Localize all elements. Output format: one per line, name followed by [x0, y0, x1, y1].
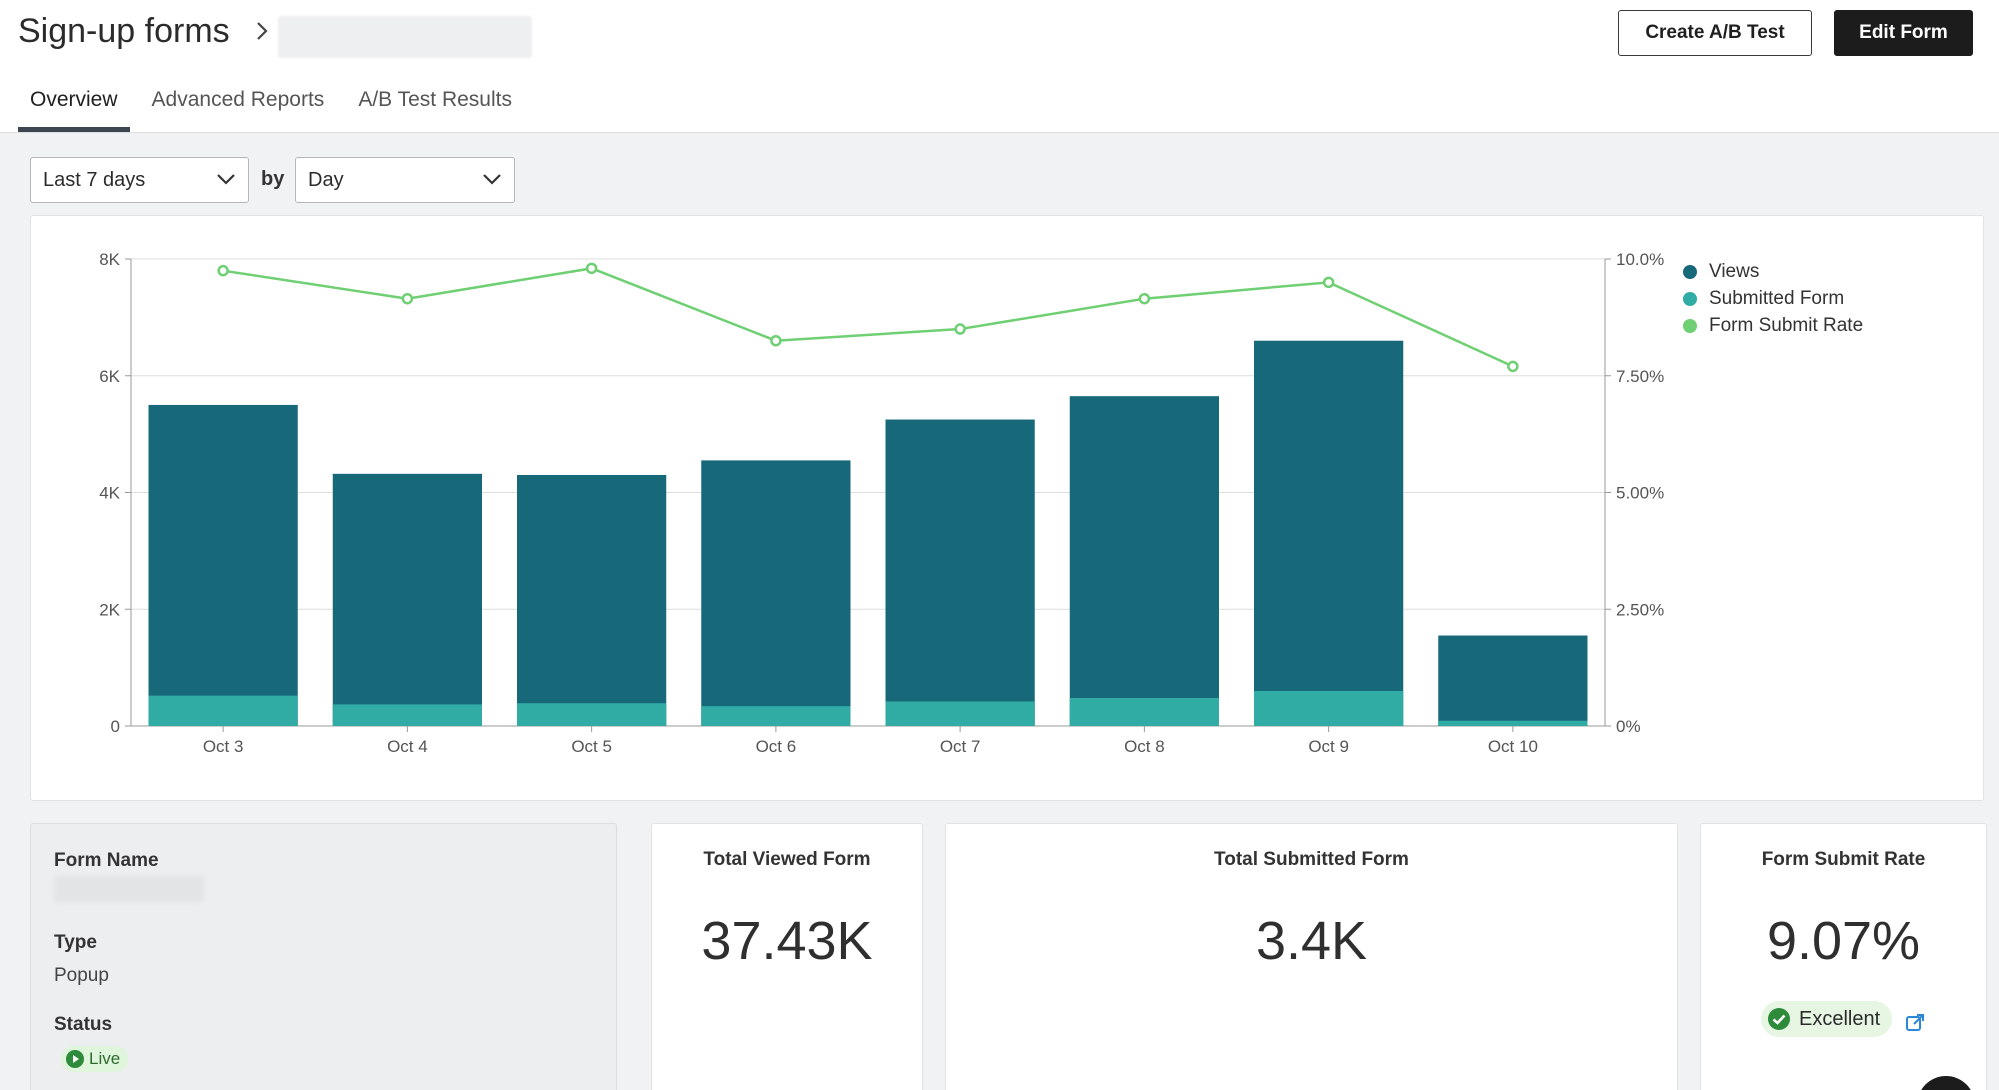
chart-card: 0 2K 4K 6K 8K 0% 2.50% 5.00% 7.50% 10.0% Oct 3 Oct … [30, 215, 1984, 801]
chevron-down-icon [217, 174, 235, 185]
rate-point [401, 292, 414, 305]
bar-views [885, 419, 1035, 726]
create-ab-test-button[interactable]: Create A/B Test [1618, 10, 1812, 56]
bar-submitted [1254, 690, 1404, 726]
legend-item-submitted[interactable]: Submitted Form [1683, 285, 1863, 312]
chart-legend: Views Submitted Form Form Submit Rate [1683, 258, 1863, 339]
y-right-tick-label: 5.00% [1616, 484, 1664, 503]
y-right-tick-label: 10.0% [1616, 250, 1664, 269]
total-submitted-card: Total Submitted Form 3.4K [945, 823, 1678, 1090]
x-tick-label: Oct 9 [1308, 737, 1349, 756]
total-viewed-label: Total Viewed Form [703, 849, 871, 870]
legend-item-views[interactable]: Views [1683, 258, 1863, 285]
legend-label: Submitted Form [1709, 287, 1845, 309]
rate-point [954, 323, 966, 335]
tab-ab-test-results[interactable]: A/B Test Results [358, 88, 512, 111]
submit-rate-label: Form Submit Rate [1761, 849, 1926, 870]
bar-views [148, 404, 298, 726]
external-link-icon[interactable] [1905, 1013, 1925, 1033]
submit-rate-card: Form Submit Rate 9.07% Excellent [1700, 823, 1987, 1090]
legend-dot-rate [1683, 318, 1697, 333]
status-label: Status [54, 1014, 113, 1035]
views-submissions-chart: 0 2K 4K 6K 8K 0% 2.50% 5.00% 7.50% 10.0% Oct 3 Oct … [99, 250, 1664, 756]
play-icon [66, 1050, 84, 1068]
bar-views [1438, 635, 1588, 726]
chevron-down-icon [483, 174, 501, 185]
tab-overview[interactable]: Overview [18, 86, 130, 132]
x-tick-label: Oct 4 [387, 737, 428, 756]
y-right-tick-label: 7.50% [1616, 367, 1664, 386]
y-left-tick-label: 8K [99, 250, 120, 269]
total-viewed-card: Total Viewed Form 37.43K [651, 823, 923, 1090]
rate-point [1138, 292, 1151, 305]
legend-label: Views [1709, 260, 1760, 282]
granularity-select[interactable]: Day [295, 157, 515, 203]
y-left-tick-label: 0 [111, 717, 120, 736]
by-label: by [261, 168, 285, 190]
rating-badge: Excellent [1761, 1001, 1893, 1037]
bar-views [1069, 396, 1219, 726]
type-label: Type [54, 932, 97, 953]
bar-submitted [1438, 720, 1588, 726]
bar-views [1254, 340, 1404, 726]
y-left-tick-label: 2K [99, 600, 120, 619]
total-submitted-label: Total Submitted Form [1214, 849, 1409, 870]
edit-form-button[interactable]: Edit Form [1834, 10, 1973, 56]
form-name-label: Form Name [54, 850, 159, 871]
check-circle-icon [1768, 1008, 1790, 1030]
bar-views [517, 474, 667, 726]
y-right-tick-label: 2.50% [1616, 600, 1664, 619]
help-chat-button[interactable] [1917, 1076, 1975, 1090]
bar-submitted [701, 706, 851, 726]
bar-submitted [1069, 697, 1219, 726]
date-range-select[interactable]: Last 7 days [30, 157, 249, 203]
total-viewed-value: 37.43K [701, 911, 873, 971]
status-value: Live [89, 1049, 121, 1068]
x-tick-label: Oct 3 [203, 737, 244, 756]
chevron-right-icon [257, 22, 268, 40]
submit-rate-value: 9.07% [1766, 911, 1921, 971]
legend-dot-views [1683, 264, 1697, 279]
date-range-value: Last 7 days [43, 168, 146, 191]
form-info-card: Form Name Type Popup Status Live [30, 823, 617, 1090]
bar-submitted [885, 701, 1035, 726]
rate-point [1322, 276, 1335, 289]
top-bar: Sign-up forms Create A/B Test Edit Form … [0, 0, 1999, 133]
rate-line [222, 267, 1514, 368]
y-left-tick-label: 6K [99, 367, 120, 386]
y-left-tick-label: 4K [99, 484, 120, 503]
bar-submitted [148, 695, 298, 726]
x-tick-label: Oct 5 [571, 737, 612, 756]
x-tick-label: Oct 7 [940, 737, 981, 756]
page-title: Sign-up forms [18, 12, 230, 50]
breadcrumb-form-name[interactable] [278, 16, 532, 58]
bar-submitted [517, 703, 667, 726]
rate-point [1507, 360, 1519, 373]
rate-point [217, 264, 229, 277]
bar-submitted [332, 704, 482, 726]
total-submitted-value: 3.4K [1255, 911, 1368, 971]
legend-item-rate[interactable]: Form Submit Rate [1683, 312, 1863, 339]
x-tick-label: Oct 8 [1124, 737, 1165, 756]
rate-point [770, 334, 782, 347]
legend-dot-submitted [1683, 291, 1697, 306]
bar-views [701, 460, 851, 726]
bar-views [332, 473, 482, 726]
type-value: Popup [54, 965, 109, 986]
y-right-tick-label: 0% [1616, 717, 1641, 736]
tab-advanced-reports[interactable]: Advanced Reports [151, 88, 325, 111]
status-badge: Live [61, 1046, 129, 1072]
x-tick-label: Oct 6 [756, 737, 797, 756]
form-name-value [54, 876, 204, 902]
legend-label: Form Submit Rate [1709, 314, 1864, 336]
tab-bar: Overview Advanced Reports A/B Test Resul… [18, 86, 524, 132]
granularity-value: Day [308, 168, 344, 191]
rating-label: Excellent [1799, 1007, 1881, 1030]
x-tick-label: Oct 10 [1488, 737, 1538, 756]
rate-point [585, 262, 598, 275]
